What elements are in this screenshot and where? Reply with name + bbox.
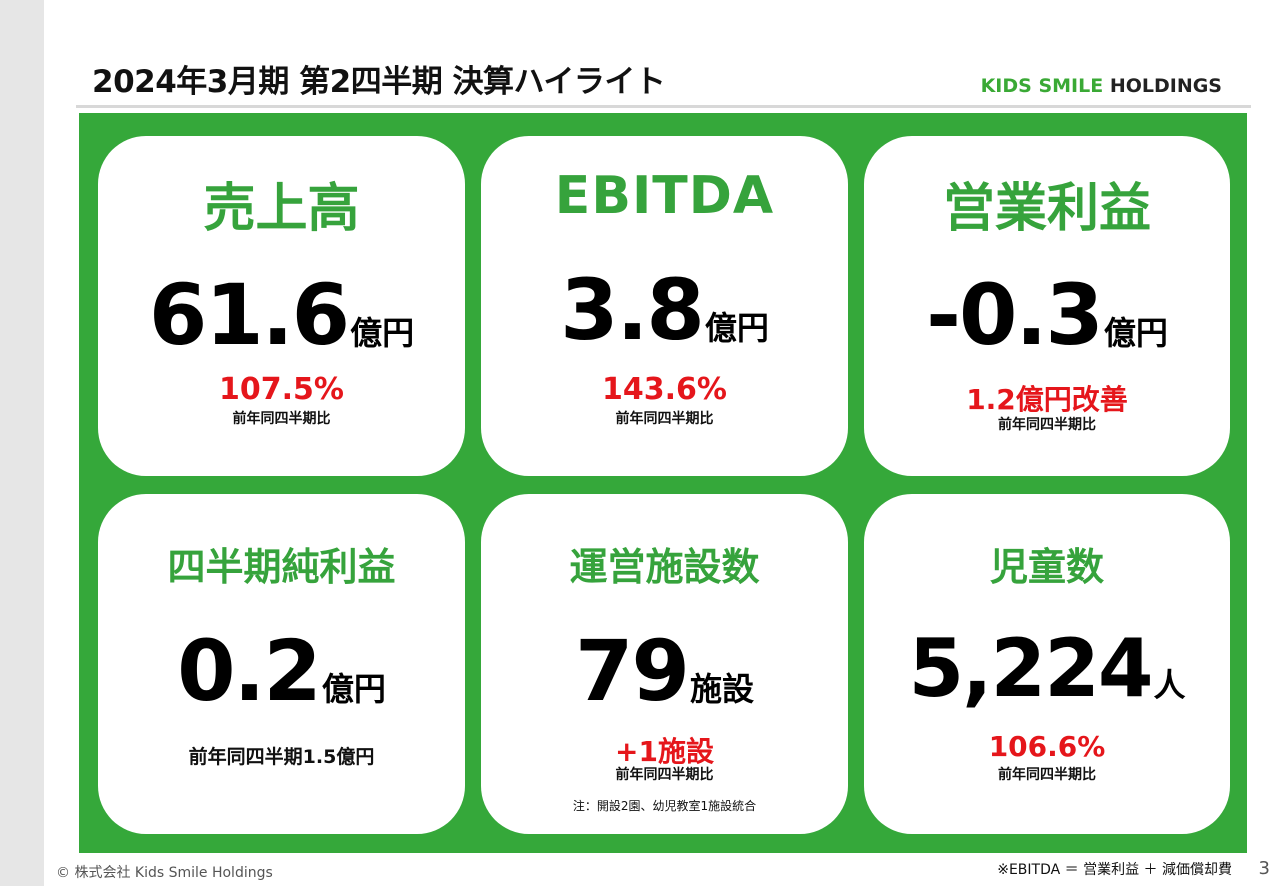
page-title: 2024年3月期 第2四半期 決算ハイライト [92,64,666,100]
copyright: © 株式会社 Kids Smile Holdings [56,865,273,881]
left-margin-bar [0,0,44,886]
card-label: 営業利益 [942,179,1151,239]
card-facilities: 運営施設数 79施設 +1施設 前年同四半期比 注：開設2園、幼児教室1施設統合 [481,494,848,834]
comparison-note: 前年同四半期比 [615,411,714,427]
comparison-note: 前年同四半期比 [232,411,331,427]
comparison-note: 前年同四半期比 [998,767,1096,783]
change-rate: 1.2億円改善 [966,383,1128,416]
card-value: 5,224人 [864,622,1230,715]
card-value: 0.2億円 [98,622,465,720]
facility-footnote: 注：開設2園、幼児教室1施設統合 [572,799,757,813]
card-value: 61.6億円 [98,266,465,364]
value-unit: 億円 [1103,314,1168,352]
change-rate: 107.5% [219,372,344,407]
change-rate: 106.6% [988,730,1106,763]
logo-kids-smile: KIDS SMILE [980,75,1104,97]
value-unit: 億円 [350,314,415,352]
title-divider [76,105,1251,108]
company-logo: KIDS SMILE HOLDINGS [981,75,1222,97]
comparison-note: 前年同四半期1.5億円 [188,746,375,768]
value-number: 79 [575,622,690,720]
card-label: 売上高 [203,179,360,239]
card-operating-income: 営業利益 -0.3億円 1.2億円改善 前年同四半期比 [864,136,1230,476]
comparison-note: 前年同四半期比 [615,767,714,783]
value-number: 61.6 [148,266,350,364]
card-net-income: 四半期純利益 0.2億円 前年同四半期1.5億円 [98,494,465,834]
comparison-note: 前年同四半期比 [998,417,1096,433]
card-label: EBITDA [554,166,775,226]
card-value: 3.8億円 [481,261,848,359]
value-unit: 億円 [704,309,769,347]
value-number: 5,224 [908,622,1153,715]
logo-holdings: HOLDINGS [1109,75,1222,97]
card-label: 児童数 [989,545,1104,589]
change-count: +1施設 [615,735,714,768]
card-label: 運営施設数 [569,545,760,589]
card-value: 79施設 [481,622,848,720]
value-number: 3.8 [560,261,705,359]
value-number: -0.3 [926,266,1104,364]
value-number: 0.2 [177,622,322,720]
change-rate: 143.6% [602,372,727,407]
value-unit: 人 [1153,666,1186,704]
page-number: 3 [1258,858,1270,879]
ebitda-definition-note: ※EBITDA ＝ 営業利益 ＋ 減価償却費 [997,862,1232,878]
value-unit: 施設 [689,670,754,708]
card-children: 児童数 5,224人 106.6% 前年同四半期比 [864,494,1230,834]
card-sales: 売上高 61.6億円 107.5% 前年同四半期比 [98,136,465,476]
value-unit: 億円 [321,670,386,708]
card-value: -0.3億円 [864,266,1230,364]
card-ebitda: EBITDA 3.8億円 143.6% 前年同四半期比 [481,136,848,476]
card-label: 四半期純利益 [167,545,396,589]
